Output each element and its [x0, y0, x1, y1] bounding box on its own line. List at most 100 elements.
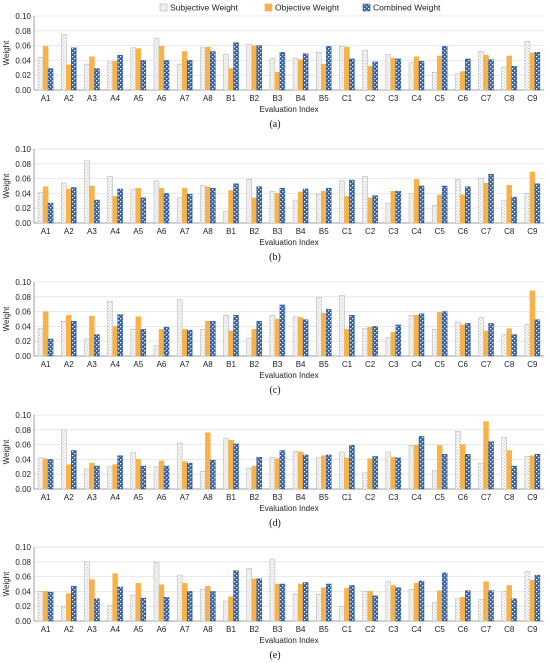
- bar-subjective-C2: [362, 176, 368, 224]
- x-tick-label: B1: [226, 227, 236, 236]
- x-tick-label: C3: [388, 493, 399, 502]
- bar-subjective-C4: [408, 62, 415, 91]
- x-tick-label: A3: [87, 94, 97, 103]
- bar-objective-C6: [460, 71, 466, 91]
- bar-combined-B4: [302, 53, 309, 91]
- bar-combined-B4: [302, 319, 309, 357]
- y-tick-label: 0.04: [15, 587, 31, 596]
- bar-combined-A4: [117, 455, 123, 490]
- bar-combined-B1: [233, 315, 239, 357]
- bar-subjective-C3: [385, 581, 392, 622]
- bar-combined-C3: [395, 457, 402, 490]
- bar-subjective-C5: [431, 602, 438, 622]
- x-tick-label: C9: [527, 227, 538, 236]
- y-tick-label: 0.08: [15, 27, 31, 36]
- bar-objective-B5: [321, 455, 327, 490]
- bar-subjective-A3: [84, 468, 90, 490]
- x-tick-label: C4: [411, 625, 422, 634]
- x-tick-label: C7: [481, 94, 492, 103]
- chart-c-svg: 0.00 0.02 0.04 0.06 0.08 0.10 A1 A2 A3 A4 A5 A6 A7 A8…: [2, 278, 544, 396]
- bar-combined-A6: [163, 193, 170, 224]
- bar-objective-C2: [367, 66, 373, 91]
- bar-combined-C6: [465, 186, 471, 224]
- bar-combined-C3: [395, 58, 402, 91]
- x-tick-label: A6: [157, 227, 167, 236]
- bar-combined-C2: [372, 61, 378, 91]
- panel-label-e: (e): [269, 650, 280, 661]
- y-tick-label: 0.02: [15, 470, 31, 479]
- bar-subjective-B5: [316, 193, 322, 224]
- x-tick-label: A5: [133, 360, 143, 369]
- x-tick-label: A5: [133, 94, 143, 103]
- bar-objective-B4: [297, 317, 304, 357]
- bar-objective-A2: [66, 188, 72, 224]
- bar-combined-B3: [279, 450, 286, 490]
- x-tick-label: A3: [87, 625, 97, 634]
- y-axis-label: Weight: [2, 173, 11, 199]
- bar-subjective-C9: [524, 40, 531, 91]
- bar-objective-B1: [228, 330, 234, 357]
- bar-objective-A8: [205, 186, 211, 224]
- chart-b-svg: 0.00 0.02 0.04 0.06 0.08 0.10 A1 A2 A3 A4 A5 A6 A7 A8…: [2, 145, 544, 263]
- bar-subjective-B2: [246, 179, 252, 224]
- x-tick-label: C8: [504, 94, 515, 103]
- x-tick-label: B3: [273, 625, 283, 634]
- bar-subjective-C6: [455, 321, 461, 357]
- x-tick-label: A4: [110, 493, 120, 502]
- bar-objective-A5: [135, 48, 142, 91]
- bar-combined-B2: [256, 45, 262, 91]
- bar-subjective-C1: [339, 295, 345, 357]
- bar-subjective-C4: [408, 445, 415, 490]
- bar-combined-A8: [210, 51, 216, 91]
- bar-combined-B1: [233, 570, 239, 622]
- bar-subjective-B3: [269, 190, 276, 224]
- bar-subjective-C3: [385, 451, 392, 490]
- bar-subjective-C8: [501, 591, 507, 622]
- bar-subjective-B4: [292, 199, 299, 224]
- bar-subjective-C1: [339, 46, 345, 91]
- bar-subjective-C8: [501, 436, 507, 490]
- bar-subjective-C9: [524, 323, 531, 357]
- panel-label-b: (b): [269, 252, 281, 263]
- bar-combined-B2: [256, 578, 262, 622]
- bar-combined-C4: [418, 60, 425, 91]
- bar-objective-A2: [66, 315, 72, 357]
- bar-combined-A2: [71, 450, 77, 490]
- y-tick-label: 0.06: [15, 573, 31, 582]
- x-tick-label: B5: [319, 493, 329, 502]
- bar-combined-C1: [349, 585, 355, 622]
- x-axis-label: Evaluation Index: [259, 504, 318, 513]
- bar-combined-B5: [326, 309, 332, 357]
- chart-panel-e: 0.00 0.02 0.04 0.06 0.08 0.10 A1 A2 A3 A4 A5 A6 A7 A8…: [0, 531, 550, 663]
- x-tick-label: C6: [458, 493, 469, 502]
- bar-combined-A5: [140, 597, 147, 622]
- chart-panel-b: 0.00 0.02 0.04 0.06 0.08 0.10 A1 A2 A3 A4 A5 A6 A7 A8…: [0, 133, 550, 266]
- bar-combined-B3: [279, 187, 286, 224]
- bar-subjective-C7: [478, 462, 484, 490]
- bar-objective-A6: [158, 329, 165, 357]
- bar-subjective-B5: [316, 297, 322, 357]
- bar-objective-A7: [181, 583, 188, 622]
- bar-combined-B1: [233, 183, 239, 224]
- bar-combined-A6: [163, 60, 170, 91]
- bar-objective-C2: [367, 591, 373, 622]
- x-tick-label: A8: [203, 94, 213, 103]
- y-tick-label: 0.08: [15, 558, 31, 567]
- bar-combined-A6: [163, 597, 170, 622]
- bar-objective-B3: [274, 193, 281, 224]
- bar-subjective-A2: [61, 429, 67, 490]
- bar-combined-A8: [210, 187, 216, 224]
- x-tick-label: C8: [504, 493, 515, 502]
- bar-objective-B2: [251, 329, 257, 357]
- bar-objective-C6: [460, 597, 466, 622]
- x-tick-label: A2: [64, 360, 74, 369]
- bar-combined-C7: [488, 59, 494, 91]
- bar-subjective-B5: [316, 52, 322, 91]
- bar-combined-B4: [302, 582, 309, 622]
- bar-subjective-C3: [385, 337, 392, 357]
- y-tick-label: 0.06: [15, 42, 31, 51]
- bar-subjective-A1: [37, 457, 44, 490]
- x-tick-label: B4: [296, 360, 306, 369]
- bar-combined-C8: [511, 196, 517, 224]
- bar-objective-A4: [112, 60, 118, 91]
